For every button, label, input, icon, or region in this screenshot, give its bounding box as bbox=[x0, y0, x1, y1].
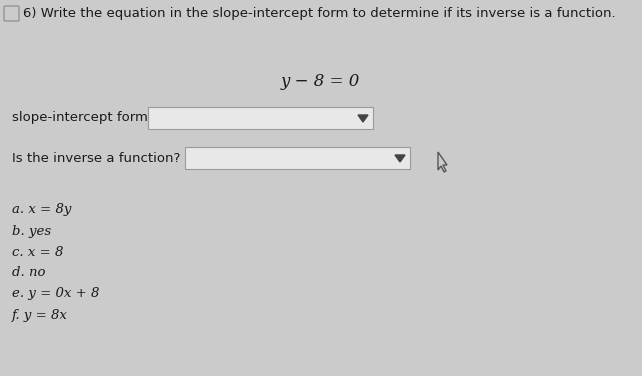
Text: f. y = 8x: f. y = 8x bbox=[12, 308, 68, 321]
Text: y − 8 = 0: y − 8 = 0 bbox=[281, 73, 360, 91]
FancyBboxPatch shape bbox=[4, 6, 19, 21]
Text: 6) Write the equation in the slope-intercept form to determine if its inverse is: 6) Write the equation in the slope-inter… bbox=[23, 8, 616, 21]
Text: c. x = 8: c. x = 8 bbox=[12, 246, 64, 259]
Polygon shape bbox=[358, 115, 368, 122]
Bar bbox=[148, 107, 373, 129]
Text: d. no: d. no bbox=[12, 267, 46, 279]
Bar bbox=[185, 147, 410, 169]
Text: b. yes: b. yes bbox=[12, 224, 51, 238]
Text: slope-intercept form: slope-intercept form bbox=[12, 112, 148, 124]
Text: a. x = 8y: a. x = 8y bbox=[12, 203, 71, 217]
Polygon shape bbox=[395, 155, 405, 162]
Text: e. y = 0x + 8: e. y = 0x + 8 bbox=[12, 288, 100, 300]
Text: Is the inverse a function?: Is the inverse a function? bbox=[12, 152, 180, 165]
